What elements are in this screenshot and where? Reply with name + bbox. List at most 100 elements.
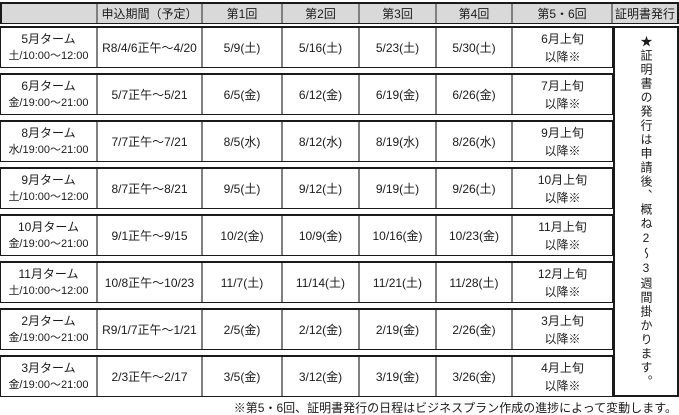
session5-6-timing-line2: 以降※	[544, 143, 581, 158]
table-row: 8月ターム 水/19:00〜21:00 7/7正午〜7/21 8/5(水) 8/…	[0, 120, 613, 162]
term-cell: 3月ターム 金/19:00〜21:00	[1, 357, 96, 396]
application-period: 5/7正午〜5/21	[111, 87, 188, 102]
session5-6-timing-line1: 10月上旬	[537, 172, 588, 187]
application-period: 7/7正午〜7/21	[111, 134, 188, 149]
session5-6-timing-line2: 以降※	[544, 237, 581, 252]
session1-date: 8/5(水)	[223, 134, 261, 149]
session5-6-cell: 7月上旬 以降※	[511, 75, 612, 114]
session3-date: 8/19(水)	[375, 134, 420, 149]
session1-date: 10/2(金)	[220, 228, 264, 243]
session4-date: 10/23(金)	[448, 228, 500, 243]
term-label: 8月ターム	[21, 126, 76, 141]
session1-cell: 3/5(金)	[201, 357, 281, 396]
application-period: 8/7正午〜8/21	[111, 181, 188, 196]
session4-cell: 2/26(金)	[435, 310, 511, 349]
session3-cell: 5/23(土)	[358, 28, 435, 67]
term-cell: 8月ターム 水/19:00〜21:00	[1, 122, 96, 161]
session1-cell: 10/2(金)	[201, 216, 281, 255]
session3-date: 2/19(金)	[375, 322, 420, 337]
session1-cell: 5/9(土)	[201, 28, 281, 67]
session4-date: 5/30(土)	[452, 40, 496, 55]
application-period-cell: 7/7正午〜7/21	[96, 122, 201, 161]
term-schedule: 金/19:00〜21:00	[8, 332, 89, 345]
application-period-cell: 9/1正午〜9/15	[96, 216, 201, 255]
session1-cell: 9/5(土)	[201, 169, 281, 208]
session3-date: 10/16(金)	[372, 228, 423, 243]
session2-date: 3/12(金)	[298, 369, 343, 384]
header-cell-session5-6: 第5・6回	[511, 4, 611, 23]
session3-cell: 3/19(金)	[358, 357, 435, 396]
session3-cell: 2/19(金)	[358, 310, 435, 349]
application-period: 10/8正午〜10/23	[104, 275, 195, 290]
session2-cell: 9/12(土)	[281, 169, 358, 208]
application-period-cell: R8/4/6正午〜4/20	[96, 28, 201, 67]
application-period-cell: 8/7正午〜8/21	[96, 169, 201, 208]
session5-6-timing-line1: 3月上旬	[541, 313, 584, 328]
session4-cell: 5/30(土)	[435, 28, 511, 67]
table-row: 3月ターム 金/19:00〜21:00 2/3正午〜2/17 3/5(金) 3/…	[0, 355, 613, 397]
term-label: 3月ターム	[21, 361, 76, 376]
header-cell-session2: 第2回	[281, 4, 358, 23]
session3-date: 11/21(土)	[372, 275, 423, 290]
session2-date: 6/12(金)	[298, 87, 343, 102]
table-row: 9月ターム 土/10:00〜12:00 8/7正午〜8/21 9/5(土) 9/…	[0, 167, 613, 209]
session3-cell: 8/19(水)	[358, 122, 435, 161]
session3-date: 9/19(土)	[375, 181, 420, 196]
session1-cell: 8/5(水)	[201, 122, 281, 161]
header-cell-session1: 第1回	[201, 4, 281, 23]
header-cell-certificate: 証明書発行	[611, 4, 677, 23]
term-cell: 11月ターム 土/10:00〜12:00	[1, 263, 96, 302]
session3-cell: 11/21(土)	[358, 263, 435, 302]
session5-6-timing-line2: 以降※	[544, 331, 581, 346]
term-cell: 9月ターム 土/10:00〜12:00	[1, 169, 96, 208]
rows-column: 5月ターム 土/10:00〜12:00 R8/4/6正午〜4/20 5/9(土)…	[0, 26, 613, 397]
term-schedule: 土/10:00〜12:00	[8, 50, 89, 63]
session5-6-timing-line2: 以降※	[544, 378, 581, 393]
application-period: R8/4/6正午〜4/20	[102, 40, 197, 55]
header-cell-term	[2, 4, 96, 23]
session3-cell: 6/19(金)	[358, 75, 435, 114]
session4-date: 3/26(金)	[452, 369, 496, 384]
term-schedule: 水/19:00〜21:00	[8, 144, 89, 157]
session5-6-cell: 11月上旬 以降※	[511, 216, 612, 255]
application-period-cell: R9/1/7正午〜1/21	[96, 310, 201, 349]
session4-date: 9/26(土)	[452, 181, 496, 196]
term-cell: 5月ターム 土/10:00〜12:00	[1, 28, 96, 67]
certificate-note-cell: ★証明書の発行は申請後、概ね2〜3週間掛かります。	[613, 26, 679, 397]
session3-date: 6/19(金)	[375, 87, 420, 102]
session1-date: 5/9(土)	[223, 40, 261, 55]
session4-date: 2/26(金)	[452, 322, 496, 337]
session5-6-timing-line2: 以降※	[544, 190, 581, 205]
table-body: 5月ターム 土/10:00〜12:00 R8/4/6正午〜4/20 5/9(土)…	[0, 26, 679, 397]
session5-6-timing-line2: 以降※	[544, 96, 581, 111]
session5-6-timing-line2: 以降※	[544, 49, 581, 64]
term-schedule: 土/10:00〜12:00	[8, 285, 89, 298]
session5-6-timing-line2: 以降※	[544, 284, 581, 299]
header-cell-application: 申込期間（予定）	[96, 4, 201, 23]
application-period: 2/3正午〜2/17	[111, 369, 188, 384]
table-header-row: 申込期間（予定） 第1回 第2回 第3回 第4回 第5・6回 証明書発行	[0, 2, 679, 24]
session4-cell: 6/26(金)	[435, 75, 511, 114]
session4-date: 11/28(土)	[449, 275, 499, 290]
session4-cell: 10/23(金)	[435, 216, 511, 255]
session2-date: 8/12(水)	[298, 134, 343, 149]
application-period-cell: 10/8正午〜10/23	[96, 263, 201, 302]
session2-cell: 10/9(金)	[281, 216, 358, 255]
term-label: 10月ターム	[18, 220, 79, 235]
schedule-table: 申込期間（予定） 第1回 第2回 第3回 第4回 第5・6回 証明書発行 5月タ…	[0, 2, 679, 397]
term-schedule: 金/19:00〜21:00	[8, 97, 89, 110]
session4-date: 6/26(金)	[452, 87, 496, 102]
term-label: 6月ターム	[21, 79, 76, 94]
term-label: 2月ターム	[21, 314, 76, 329]
session5-6-timing-line1: 9月上旬	[541, 125, 584, 140]
session4-cell: 11/28(土)	[435, 263, 511, 302]
session5-6-timing-line1: 11月上旬	[538, 219, 587, 234]
session5-6-cell: 10月上旬 以降※	[511, 169, 612, 208]
session3-cell: 9/19(土)	[358, 169, 435, 208]
session5-6-timing-line1: 4月上旬	[541, 360, 584, 375]
session5-6-cell: 3月上旬 以降※	[511, 310, 612, 349]
table-row: 10月ターム 金/19:00〜21:00 9/1正午〜9/15 10/2(金) …	[0, 214, 613, 256]
term-schedule: 土/10:00〜12:00	[8, 191, 89, 204]
table-row: 6月ターム 金/19:00〜21:00 5/7正午〜5/21 6/5(金) 6/…	[0, 73, 613, 115]
session5-6-timing-line1: 12月上旬	[537, 266, 588, 281]
